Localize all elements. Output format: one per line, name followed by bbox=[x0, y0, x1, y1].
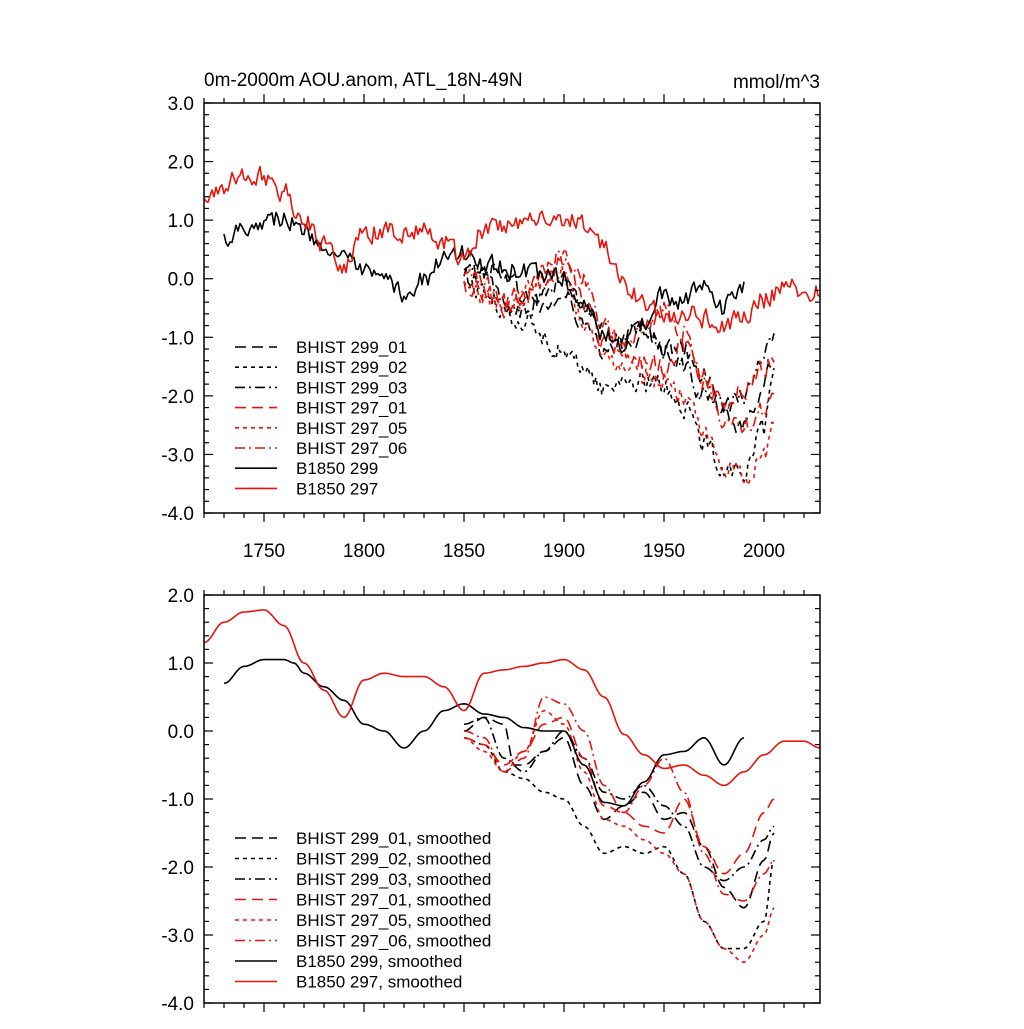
y-tick-label: 2.0 bbox=[168, 586, 194, 607]
y-tick-label: -4.0 bbox=[161, 994, 194, 1015]
legend-label: B1850 299, smoothed bbox=[296, 952, 462, 971]
chart-title: 0m-2000m AOU.anom, ATL_18N-49N bbox=[204, 70, 523, 91]
series-line-b1850-299-smoothed bbox=[223, 658, 745, 807]
x-tick-label: 1750 bbox=[243, 541, 285, 562]
legend-label: BHIST 297_06 bbox=[296, 439, 407, 458]
legend-label: BHIST 299_03 bbox=[296, 378, 407, 397]
series-line-bhist-297-06-smoothed bbox=[463, 696, 775, 902]
y-tick-label: 3.0 bbox=[168, 94, 194, 115]
series-line-bhist-297-06 bbox=[463, 249, 775, 434]
y-tick-label: -4.0 bbox=[161, 504, 194, 525]
series-group bbox=[204, 165, 820, 487]
series-group bbox=[204, 609, 820, 964]
legend: BHIST 299_01, smoothed BHIST 299_02, smoo… bbox=[235, 829, 491, 992]
series-line-bhist-297-01-smoothed bbox=[463, 716, 775, 875]
x-tick-label: 1900 bbox=[543, 541, 585, 562]
series-line-bhist-297-05-smoothed bbox=[463, 709, 775, 964]
legend-label: B1850 299 bbox=[296, 459, 378, 478]
series-line-b1850-297-smoothed bbox=[204, 609, 820, 787]
x-tick-label: 1850 bbox=[443, 541, 485, 562]
x-tick-label: 1800 bbox=[343, 541, 385, 562]
legend-label: BHIST 297_05, smoothed bbox=[296, 911, 491, 930]
legend-label: BHIST 297_01 bbox=[296, 399, 407, 418]
legend-label: BHIST 297_06, smoothed bbox=[296, 932, 491, 951]
legend-label: BHIST 297_01, smoothed bbox=[296, 891, 491, 910]
y-tick-label: -2.0 bbox=[161, 387, 194, 408]
y-tick-label: 2.0 bbox=[168, 153, 194, 174]
legend-label: BHIST 299_01 bbox=[296, 338, 407, 357]
series-line-bhist-299-03 bbox=[463, 263, 775, 415]
y-tick-label: -3.0 bbox=[161, 445, 194, 466]
series-line-bhist-299-02 bbox=[463, 279, 775, 483]
y-tick-label: 1.0 bbox=[168, 654, 194, 675]
x-tick-label: 1950 bbox=[643, 541, 685, 562]
legend-label: BHIST 299_02, smoothed bbox=[296, 850, 491, 869]
legend-label: BHIST 299_01, smoothed bbox=[296, 829, 491, 848]
y-tick-label: 1.0 bbox=[168, 211, 194, 232]
legend-label: B1850 297 bbox=[296, 479, 378, 498]
series-line-b1850-297 bbox=[204, 165, 820, 334]
units-label: mmol/m^3 bbox=[733, 72, 820, 93]
y-tick-label: -3.0 bbox=[161, 926, 194, 947]
series-line-bhist-297-05 bbox=[463, 265, 775, 487]
legend-label: BHIST 299_03, smoothed bbox=[296, 870, 491, 889]
series-line-bhist-299-02-smoothed bbox=[463, 737, 775, 950]
legend-label: B1850 297, smoothed bbox=[296, 973, 462, 992]
legend-label: BHIST 297_05 bbox=[296, 419, 407, 438]
y-tick-label: -1.0 bbox=[161, 328, 194, 349]
legend-label: BHIST 299_02 bbox=[296, 358, 407, 377]
bottom-panel: 2.0 1.0 0.0 -1.0 -2.0 -3.0 -4.0 BHIST 299_01, s… bbox=[161, 586, 821, 1015]
y-tick-label: 0.0 bbox=[168, 722, 194, 743]
plot-frame bbox=[203, 102, 821, 514]
y-tick-label: 0.0 bbox=[168, 270, 194, 291]
y-tick-label: -1.0 bbox=[161, 790, 194, 811]
x-tick-label: 2000 bbox=[743, 541, 785, 562]
y-tick-label: -2.0 bbox=[161, 858, 194, 879]
series-line-bhist-299-03-smoothed bbox=[463, 716, 775, 882]
top-panel: 0m-2000m AOU.anom, ATL_18N-49N mmol/m^3 … bbox=[161, 70, 821, 562]
series-line-b1850-299 bbox=[223, 211, 745, 354]
